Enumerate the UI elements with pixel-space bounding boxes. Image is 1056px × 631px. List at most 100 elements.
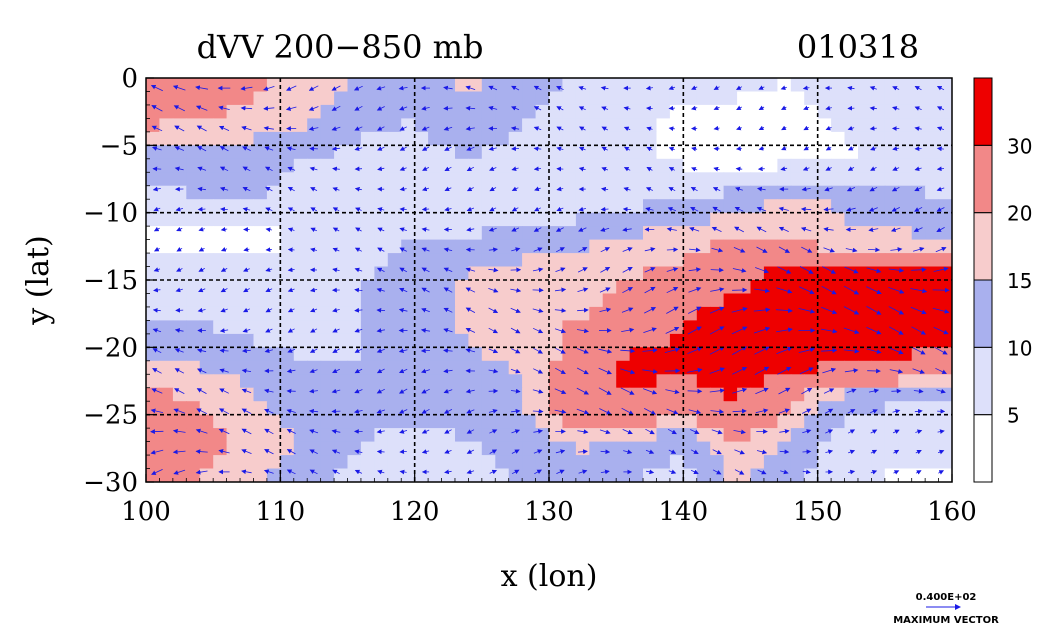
heat-cell bbox=[159, 226, 174, 241]
heat-cell bbox=[226, 455, 241, 470]
heat-cell bbox=[629, 131, 644, 146]
colorbar-segment bbox=[973, 77, 993, 146]
heat-cell bbox=[602, 239, 617, 254]
wind-vector bbox=[866, 267, 882, 274]
heat-cell bbox=[320, 360, 335, 375]
heat-cell bbox=[656, 293, 671, 308]
heat-cell bbox=[159, 360, 174, 375]
wind-vector bbox=[243, 267, 250, 272]
heat-cell bbox=[763, 91, 778, 106]
heat-cell bbox=[240, 185, 254, 200]
wind-vector bbox=[781, 145, 787, 151]
heat-cell bbox=[898, 414, 913, 429]
wind-vector bbox=[309, 408, 319, 414]
heat-cell bbox=[696, 118, 711, 133]
heat-cell bbox=[884, 428, 899, 443]
wind-vector bbox=[666, 306, 679, 314]
heat-cell bbox=[266, 239, 281, 254]
colorbar-segment bbox=[973, 346, 993, 416]
wind-vector bbox=[753, 326, 771, 334]
heat-cell bbox=[710, 293, 725, 308]
heat-cell bbox=[428, 78, 443, 93]
wind-vector bbox=[934, 346, 948, 355]
wind-vector bbox=[645, 428, 655, 435]
wind-vector bbox=[151, 388, 163, 394]
heat-cell bbox=[441, 441, 456, 456]
wind-vector bbox=[511, 85, 520, 91]
heat-cell bbox=[347, 387, 362, 402]
wind-vector bbox=[151, 469, 163, 475]
heat-cell bbox=[522, 441, 537, 456]
heat-cell bbox=[777, 441, 792, 456]
heat-cell bbox=[562, 253, 577, 268]
wind-vector bbox=[377, 146, 385, 151]
wind-vector bbox=[936, 146, 944, 152]
wind-vector bbox=[310, 328, 318, 333]
heat-cell bbox=[159, 253, 174, 268]
heat-cell bbox=[656, 455, 671, 470]
heat-cell bbox=[763, 414, 778, 429]
wind-vector bbox=[712, 206, 721, 212]
heat-cell bbox=[347, 145, 362, 160]
wind-vector bbox=[800, 226, 812, 232]
heat-cell bbox=[589, 293, 604, 308]
heat-cell bbox=[750, 226, 765, 241]
heat-cell bbox=[213, 212, 228, 227]
heat-cell bbox=[884, 468, 899, 482]
heat-cell bbox=[790, 401, 805, 416]
y-axis: 0−5−10−15−20−25−30 bbox=[83, 64, 154, 498]
heat-cell bbox=[549, 401, 563, 416]
heat-cell bbox=[186, 333, 201, 348]
heat-cell bbox=[307, 199, 322, 214]
heat-cell bbox=[925, 185, 940, 200]
wind-vector bbox=[642, 388, 658, 395]
heat-cell bbox=[334, 118, 349, 133]
heat-cell bbox=[669, 293, 684, 308]
heat-cell bbox=[320, 347, 335, 362]
heat-cell bbox=[535, 78, 550, 93]
heat-cell bbox=[549, 226, 563, 241]
heat-cell bbox=[334, 185, 349, 200]
heat-cell bbox=[199, 91, 214, 106]
heat-cell bbox=[562, 414, 577, 429]
heat-cell bbox=[508, 441, 523, 456]
heat-cell bbox=[293, 253, 308, 268]
wind-vector bbox=[825, 166, 832, 171]
heat-cell bbox=[280, 428, 295, 443]
wind-vector bbox=[354, 388, 363, 394]
heat-cell bbox=[347, 118, 362, 133]
heat-cell bbox=[844, 293, 859, 308]
heat-cell bbox=[266, 253, 281, 268]
heat-cell bbox=[186, 360, 201, 375]
heat-cell bbox=[763, 145, 778, 160]
heat-cell bbox=[320, 428, 335, 443]
heat-cell bbox=[172, 387, 187, 402]
heat-cell bbox=[428, 280, 443, 295]
heat-cell bbox=[253, 239, 268, 254]
heat-cell bbox=[616, 428, 631, 443]
heat-cell bbox=[360, 104, 375, 119]
heat-cell bbox=[441, 131, 456, 146]
heat-cell bbox=[186, 468, 201, 482]
wind-vector bbox=[892, 106, 900, 111]
heat-cell bbox=[723, 226, 738, 241]
heat-cell bbox=[817, 387, 832, 402]
heat-cell bbox=[737, 360, 752, 375]
heat-cell bbox=[455, 239, 469, 254]
heat-cell bbox=[468, 441, 483, 456]
heat-cell bbox=[360, 172, 375, 187]
wind-vector bbox=[598, 387, 612, 395]
heat-cell bbox=[280, 333, 295, 348]
heat-cell bbox=[844, 401, 859, 416]
heat-cell bbox=[710, 253, 725, 268]
heat-cell bbox=[293, 320, 308, 335]
heat-cell bbox=[549, 145, 563, 160]
heat-cell bbox=[428, 253, 443, 268]
heat-cell bbox=[266, 414, 281, 429]
heat-cell bbox=[737, 401, 752, 416]
heat-cell bbox=[602, 266, 617, 281]
heat-cell bbox=[159, 320, 174, 335]
heat-cell bbox=[213, 455, 228, 470]
heat-cell bbox=[428, 374, 443, 389]
